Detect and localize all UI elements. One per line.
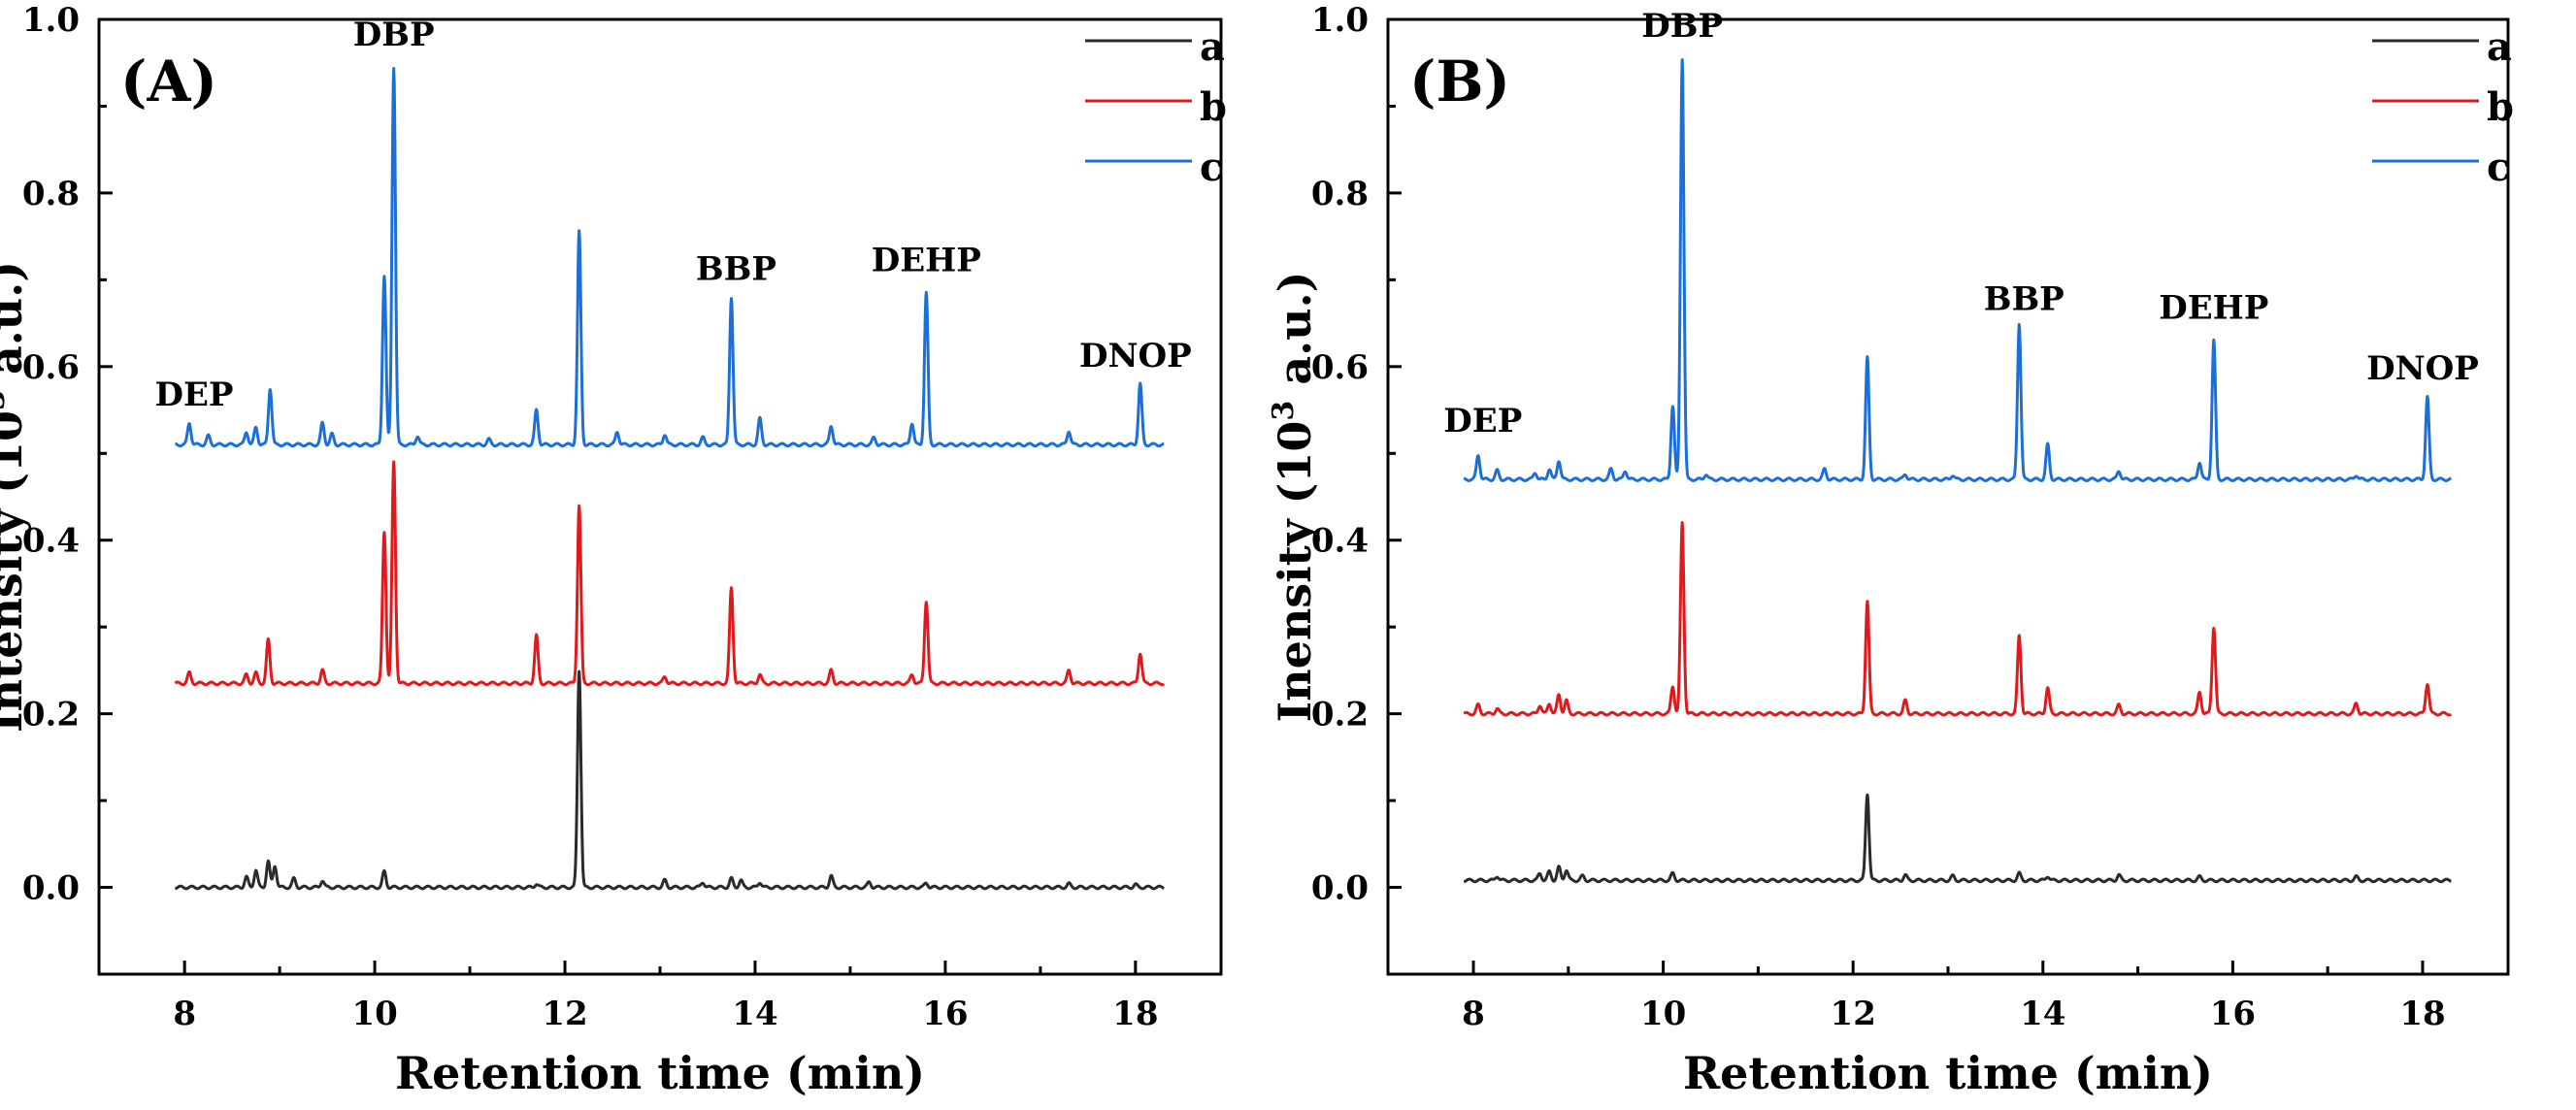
y-tick-label: 0.8 — [1311, 175, 1369, 213]
series-c-line — [174, 67, 1166, 448]
legend-label-b: b — [1200, 84, 1227, 130]
series-a-line — [1463, 793, 2453, 884]
y-axis-title-superscript: 3 — [1267, 401, 1301, 421]
y-tick-label: 1.0 — [22, 1, 80, 40]
series-b-line — [1463, 521, 2453, 717]
peak-annotation-dbp: DBP — [353, 16, 435, 54]
x-tick-label: 12 — [542, 995, 587, 1033]
x-tick-label: 8 — [1462, 995, 1485, 1033]
peak-annotation-dbp: DBP — [1641, 7, 1723, 46]
series-c-line — [1463, 58, 2453, 482]
y-tick-label: 0.6 — [1311, 348, 1369, 387]
x-tick-label: 18 — [1112, 995, 1158, 1033]
legend-label-b: b — [2487, 84, 2514, 130]
x-tick-label: 12 — [1831, 995, 1876, 1033]
panel-b: 8 10 12 14 16 18 0.0 0.2 0.4 0.6 0.8 1.0 Retention t… — [1267, 1, 2514, 1099]
x-tick-label: 16 — [2210, 995, 2256, 1033]
peak-annotation-dnop: DNOP — [2366, 349, 2479, 388]
peak-annotation-dep: DEP — [154, 375, 233, 414]
x-tick-label: 10 — [351, 995, 397, 1033]
y-tick-label: 0.0 — [22, 869, 80, 908]
y-tick-label: 0.2 — [1311, 696, 1369, 735]
y-tick-label: 0.4 — [22, 522, 80, 561]
y-axis-title-main: Inensity (10 — [1269, 421, 1321, 723]
x-tick-label: 10 — [1640, 995, 1686, 1033]
y-tick-label: 0.2 — [22, 696, 80, 735]
series-a-line — [174, 669, 1166, 891]
x-tick-label: 8 — [173, 995, 196, 1033]
legend-label-a: a — [2487, 24, 2512, 70]
y-tick-label: 0.6 — [22, 348, 80, 387]
x-tick-label: 16 — [922, 995, 968, 1033]
legend-label-c: c — [1200, 145, 1223, 190]
x-tick-label: 14 — [732, 995, 777, 1033]
plot-frame — [1386, 17, 2510, 976]
y-axis-title: Intensity (103 a.u.) — [0, 261, 32, 733]
y-axis-title: Inensity (103 a.u.) — [1267, 272, 1321, 723]
panel-a: 8 10 12 14 16 18 0.0 0.2 0.4 0.6 0.8 1.0 Retention t… — [0, 1, 1227, 1099]
x-axis-title: Retention time (min) — [395, 1047, 925, 1099]
x-axis-title: Retention time (min) — [1683, 1047, 2213, 1099]
x-tick-label: 14 — [2020, 995, 2065, 1033]
x-tick-label: 18 — [2399, 995, 2445, 1033]
peak-annotation-bbp: BBP — [696, 249, 776, 288]
y-axis-title-superscript: 3 — [0, 390, 12, 410]
y-tick-label: 1.0 — [1311, 1, 1369, 40]
y-axis-title-tail: a.u.) — [0, 261, 32, 390]
legend-label-c: c — [2487, 145, 2510, 190]
y-tick-label: 0.8 — [22, 175, 80, 213]
y-axis-title-main: Intensity (10 — [0, 410, 32, 733]
plot-frame — [97, 17, 1223, 976]
y-tick-label: 0.0 — [1311, 869, 1369, 908]
peak-annotation-bbp: BBP — [1984, 280, 2064, 319]
series-b-line — [174, 460, 1166, 687]
panel-label: (A) — [120, 49, 217, 114]
peak-annotation-dehp: DEHP — [872, 241, 981, 279]
legend-label-a: a — [1200, 24, 1225, 70]
y-tick-label: 0.4 — [1311, 522, 1369, 561]
peak-annotation-dehp: DEHP — [2159, 289, 2268, 328]
panel-label: (B) — [1409, 49, 1510, 114]
peak-annotation-dnop: DNOP — [1079, 337, 1192, 375]
y-axis-title-tail: a.u.) — [1269, 272, 1321, 401]
peak-annotation-dep: DEP — [1443, 402, 1522, 441]
